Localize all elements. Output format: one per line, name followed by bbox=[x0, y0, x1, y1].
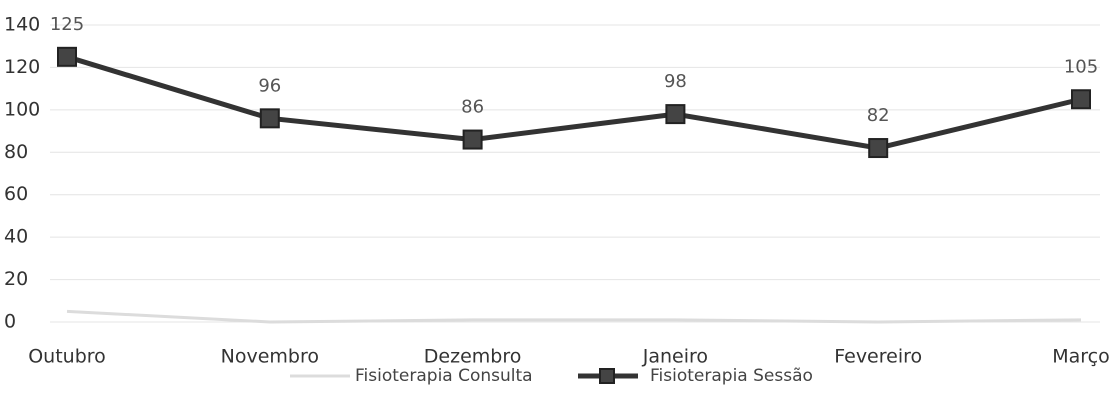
x-tick-label: Outubro bbox=[28, 346, 106, 368]
y-tick-label: 80 bbox=[4, 141, 28, 163]
y-tick-label: 60 bbox=[4, 183, 28, 205]
data-label: 105 bbox=[1064, 56, 1098, 77]
point-marker bbox=[665, 104, 686, 125]
y-tick-label: 140 bbox=[4, 14, 40, 36]
point-marker bbox=[462, 129, 483, 150]
data-label: 98 bbox=[664, 71, 687, 92]
legend-marker bbox=[599, 368, 615, 384]
data-label: 82 bbox=[867, 105, 890, 126]
x-tick-label: Janeiro bbox=[642, 346, 708, 368]
y-tick-label: 40 bbox=[4, 226, 28, 248]
data-label: 86 bbox=[461, 97, 484, 118]
x-tick-label: Dezembro bbox=[424, 346, 522, 368]
x-tick-label: Novembro bbox=[221, 346, 319, 368]
point-marker bbox=[868, 138, 889, 159]
y-tick-label: 120 bbox=[4, 56, 40, 78]
y-tick-label: 20 bbox=[4, 268, 28, 290]
x-tick-label: Março bbox=[1052, 346, 1110, 368]
data-label: 125 bbox=[50, 14, 84, 35]
legend-label: Fisioterapia Consulta bbox=[355, 366, 533, 386]
point-marker bbox=[259, 108, 280, 129]
series-line bbox=[66, 309, 1082, 324]
y-tick-label: 100 bbox=[4, 98, 40, 120]
point-marker bbox=[57, 46, 77, 67]
data-label: 96 bbox=[258, 75, 281, 96]
y-tick-label: 0 bbox=[4, 311, 16, 333]
legend-label: Fisioterapia Sessão bbox=[650, 366, 813, 386]
point-marker bbox=[1071, 89, 1091, 110]
series-line bbox=[66, 54, 1082, 151]
x-tick-label: Fevereiro bbox=[834, 346, 922, 368]
